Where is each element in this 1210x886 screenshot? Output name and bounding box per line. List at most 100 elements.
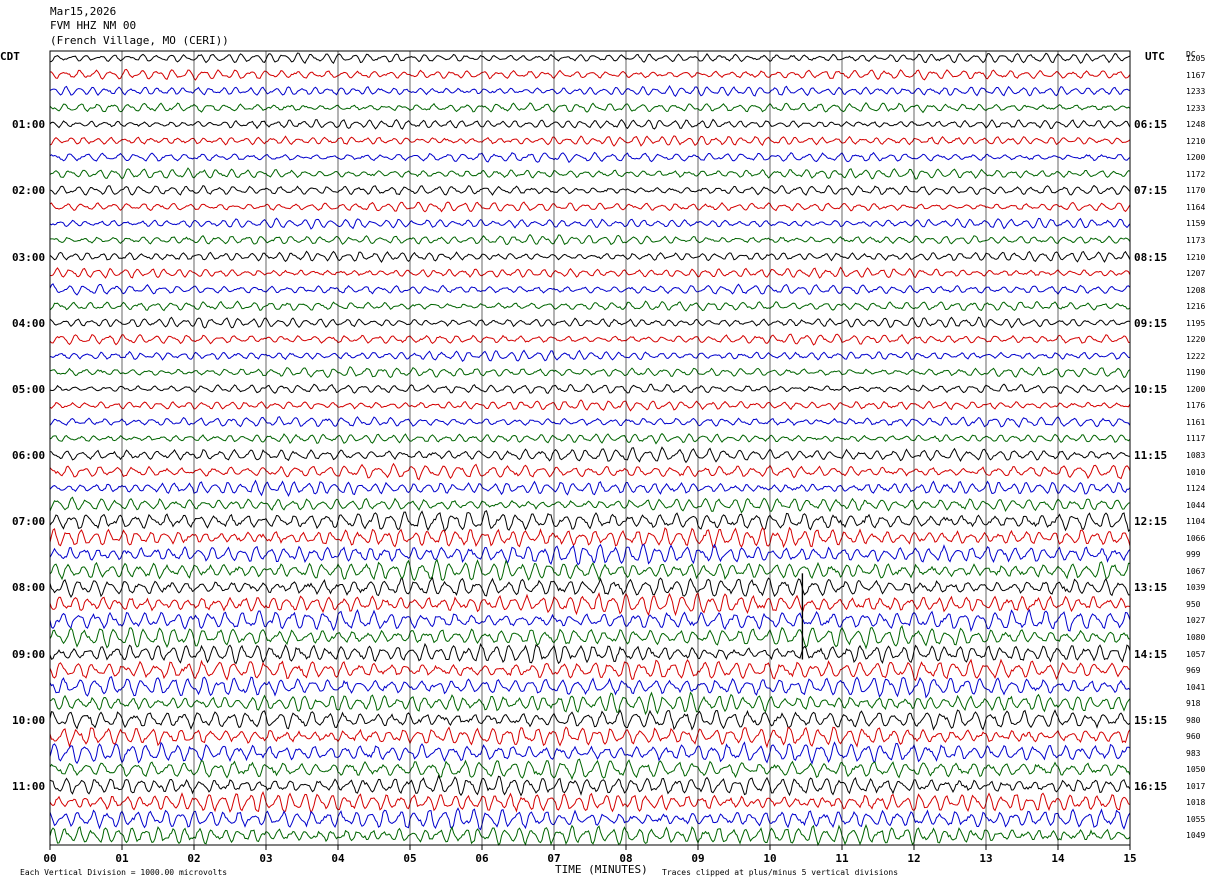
x-tick-label: 09 <box>691 852 705 865</box>
utc-hour-label: 08:15 <box>1134 250 1168 264</box>
utc-hour-label: 06:15 <box>1134 118 1168 132</box>
seismic-trace <box>49 774 1131 797</box>
seismic-trace <box>49 399 1131 412</box>
x-tick-label: 05 <box>403 852 417 865</box>
dc-offset-value: 1117 <box>1186 434 1206 444</box>
cdt-hour-label: 07:00 <box>12 515 46 529</box>
dc-offset-value: 1167 <box>1186 70 1206 80</box>
dc-offset-value: 969 <box>1186 666 1201 676</box>
seismic-trace <box>49 383 1131 395</box>
seismic-trace <box>49 366 1131 379</box>
seismic-trace <box>49 52 1131 65</box>
dc-offset-value: 1066 <box>1186 533 1206 543</box>
seismic-trace <box>49 416 1131 429</box>
dc-offset-value: 1067 <box>1186 566 1206 576</box>
station-code: FVM HHZ NM 00 <box>50 19 137 32</box>
x-tick-label: 04 <box>331 852 345 865</box>
dc-offset-value: 1083 <box>1186 451 1206 460</box>
station-location: (French Village, MO (CERI)) <box>50 34 229 47</box>
seismic-trace <box>49 741 1131 765</box>
dc-offset-value: 983 <box>1186 748 1201 758</box>
x-tick-label: 10 <box>763 852 777 865</box>
seismic-trace <box>49 233 1131 246</box>
seismic-trace <box>49 576 1130 599</box>
seismic-trace <box>49 201 1131 213</box>
seismic-trace <box>49 250 1131 263</box>
dc-offset-value: 1039 <box>1186 583 1206 593</box>
seismic-trace <box>49 608 1131 633</box>
dc-offset-value: 960 <box>1186 732 1201 742</box>
x-tick-label: 03 <box>259 852 273 865</box>
cdt-hour-label: 11:00 <box>12 779 46 793</box>
clipping-note: Traces clipped at plus/minus 5 vertical … <box>662 868 899 877</box>
right-timezone-label: UTC <box>1145 50 1165 63</box>
dc-offset-value: 1216 <box>1186 302 1206 312</box>
x-tick-label: 08 <box>619 852 633 865</box>
dc-offset-value: 1057 <box>1186 649 1206 659</box>
dc-offset-value: 1190 <box>1186 368 1206 378</box>
utc-hour-label: 09:15 <box>1134 316 1168 330</box>
seismic-trace <box>49 135 1131 147</box>
seismic-trace <box>49 791 1131 815</box>
seismic-trace <box>49 462 1131 481</box>
seismic-trace <box>49 624 1131 650</box>
dc-offset-value: 1010 <box>1186 467 1206 477</box>
x-tick-label: 14 <box>1051 852 1065 865</box>
seismic-trace <box>49 184 1131 196</box>
seismic-trace <box>49 349 1131 362</box>
utc-hour-label: 15:15 <box>1134 713 1168 727</box>
utc-hour-label: 11:15 <box>1134 449 1168 462</box>
cdt-hour-label: 10:00 <box>12 713 46 727</box>
dc-offset-value: 1208 <box>1186 285 1206 295</box>
seismic-trace <box>49 266 1131 279</box>
dc-offset-value: 1159 <box>1186 219 1206 229</box>
seismic-trace <box>49 526 1131 549</box>
x-tick-label: 01 <box>115 852 129 865</box>
utc-hour-label: 07:15 <box>1134 184 1168 198</box>
seismic-trace <box>49 283 1131 296</box>
dc-offset-value: 999 <box>1186 550 1201 560</box>
dc-offset-value: 1055 <box>1186 814 1206 824</box>
dc-offset-value: 1049 <box>1186 831 1206 841</box>
dc-offset-value: 1017 <box>1186 781 1206 791</box>
plot-date: Mar15,2026 <box>50 5 117 18</box>
seismic-trace <box>49 591 1131 617</box>
x-tick-label: 00 <box>43 852 57 865</box>
dc-offset-value: 1027 <box>1186 616 1206 626</box>
dc-offset-value: 1176 <box>1186 401 1206 411</box>
x-axis-ticks <box>49 845 1131 850</box>
dc-offset-value: 1050 <box>1186 765 1206 775</box>
dc-offset-value: 1210 <box>1186 252 1206 262</box>
seismic-trace <box>49 68 1131 81</box>
cdt-hour-label: 02:00 <box>12 184 46 198</box>
utc-hour-label: 16:15 <box>1134 779 1168 793</box>
dc-offset-value: 918 <box>1186 699 1201 709</box>
seismic-trace <box>49 151 1131 164</box>
dc-offset-value: 1173 <box>1186 235 1206 245</box>
seismic-trace <box>49 691 1131 716</box>
dc-offset-value: 1195 <box>1186 318 1206 328</box>
seismic-trace <box>49 84 1131 97</box>
cdt-hour-label: 08:00 <box>12 581 46 595</box>
seismic-trace <box>49 333 1131 346</box>
dc-offset-value: 950 <box>1186 599 1201 609</box>
utc-hour-label: 12:15 <box>1134 515 1168 529</box>
cdt-hour-label: 03:00 <box>12 250 46 264</box>
x-axis-title: TIME (MINUTES) <box>555 863 648 876</box>
x-tick-label: 02 <box>187 852 201 865</box>
seismic-trace <box>49 807 1131 831</box>
seismic-trace <box>49 167 1131 180</box>
utc-hour-label: 14:15 <box>1134 647 1168 661</box>
plot-frame <box>49 50 1131 846</box>
dc-offset-value: 1172 <box>1186 169 1206 179</box>
trace-group <box>49 52 1131 847</box>
cdt-hour-label: 04:00 <box>12 316 46 330</box>
dc-offset-value: 1080 <box>1186 632 1206 642</box>
dc-offset-value: 1220 <box>1186 335 1206 345</box>
dc-offset-value: 1207 <box>1186 269 1206 279</box>
dc-offset-value: 1210 <box>1186 136 1206 146</box>
seismic-trace <box>49 726 1131 749</box>
seismic-trace <box>49 709 1131 731</box>
seismic-trace <box>49 316 1131 329</box>
